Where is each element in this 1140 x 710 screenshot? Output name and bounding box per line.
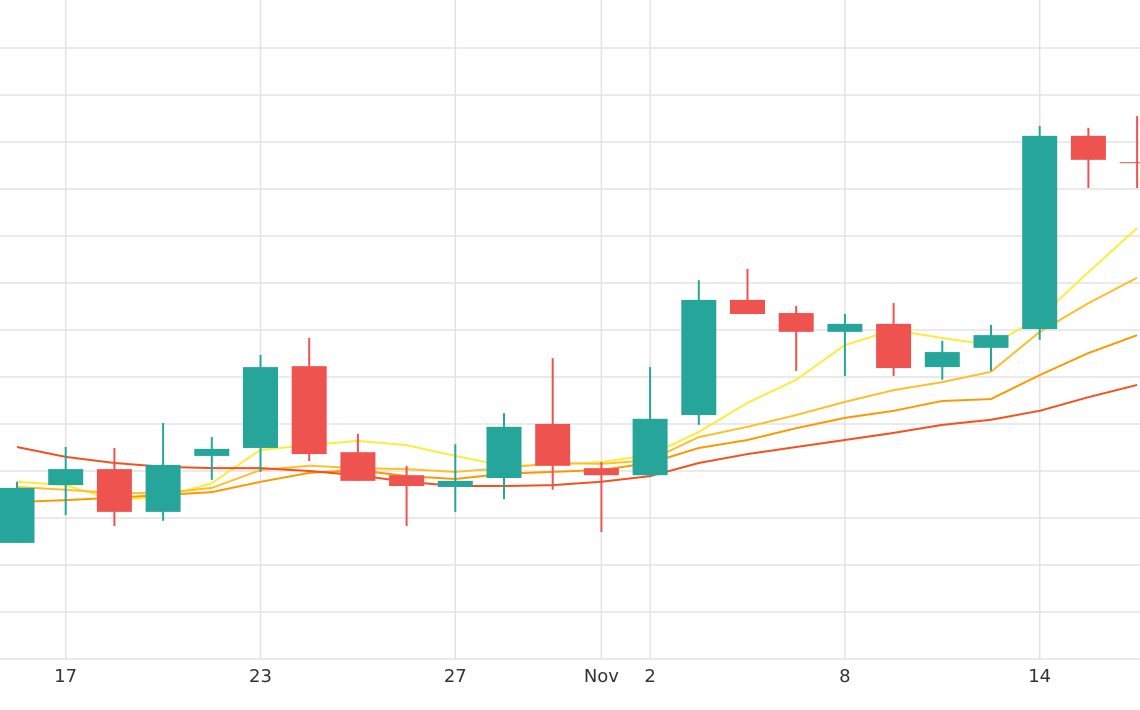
candle-body (291, 366, 327, 455)
candle-body (778, 313, 814, 332)
candle-body (96, 469, 132, 512)
x-tick-label: 8 (839, 666, 850, 687)
moving-average-line (16, 334, 1138, 504)
candle-body (1022, 135, 1058, 330)
moving-averages (16, 227, 1138, 504)
moving-average-line (16, 276, 1138, 495)
candle-body (194, 448, 230, 456)
x-tick-label: 23 (249, 666, 272, 687)
candle-body (730, 299, 765, 314)
candle-body (583, 468, 619, 476)
x-tick-label: 14 (1028, 666, 1051, 687)
candle-body (632, 418, 668, 476)
candle-body (486, 426, 522, 479)
candle-body (145, 464, 181, 512)
candle-body (48, 469, 84, 486)
candle-body (924, 352, 960, 368)
candles (0, 116, 1140, 543)
candle-body (876, 323, 912, 369)
candle-body (681, 299, 717, 416)
x-tick-label: Nov (584, 666, 619, 687)
candle-body (389, 475, 425, 487)
x-axis-labels: 17 23 27 Nov 2 8 14 (54, 666, 1051, 687)
candle-body (1070, 135, 1106, 160)
candle-body (437, 480, 473, 487)
x-tick-label: 27 (444, 666, 467, 687)
moving-average-line (16, 383, 1138, 488)
moving-average-line (16, 227, 1138, 502)
grid (0, 0, 1140, 660)
candle-body (0, 487, 35, 543)
x-tick-label: 2 (644, 666, 655, 687)
x-tick-label: 17 (54, 666, 77, 687)
candle-body (340, 452, 376, 481)
candle-body (243, 367, 278, 448)
candle-body (973, 335, 1009, 348)
candle-body (827, 323, 863, 332)
candle-body (535, 423, 571, 466)
candle-body (1119, 162, 1140, 164)
